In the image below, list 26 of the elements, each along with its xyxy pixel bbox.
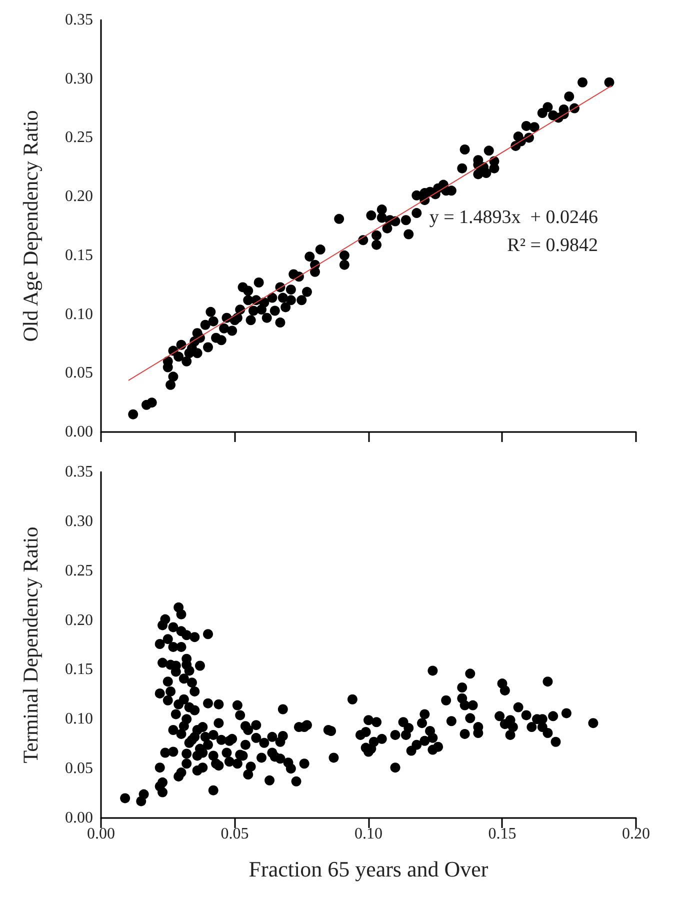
y-tick-label: 0.30 <box>65 70 93 88</box>
y-axis-title: Terminal Dependency Ratio <box>18 526 42 764</box>
y-tick-label: 0.00 <box>65 810 93 826</box>
y-tick-label: 0.30 <box>65 512 93 530</box>
y-tick-label: 0.00 <box>65 424 93 440</box>
y-tick-label: 0.35 <box>65 12 93 28</box>
y-tick-label: 0.05 <box>65 760 93 778</box>
y-tick-label: 0.10 <box>65 710 93 728</box>
y-tick-label: 0.10 <box>65 306 93 323</box>
y-tick-label: 0.05 <box>65 364 93 382</box>
x-tick-label: 0.05 <box>220 826 249 842</box>
annotation: y = 1.4893x + 0.0246 <box>429 207 598 228</box>
x-axis-title: Fraction 65 years and Over <box>248 856 489 882</box>
y-tick-label: 0.20 <box>65 612 93 629</box>
y-axis-title: Old Age Dependency Ratio <box>18 110 42 342</box>
annotation: R² = 0.9842 <box>507 235 598 256</box>
y-tick-label: 0.15 <box>65 661 93 678</box>
x-tick-label: 0.00 <box>87 826 115 842</box>
y-tick-label: 0.20 <box>65 188 93 206</box>
x-tick-label: 0.10 <box>354 826 382 842</box>
y-tick-label: 0.15 <box>65 246 93 264</box>
y-tick-label: 0.25 <box>65 129 93 146</box>
y-tick-label: 0.35 <box>65 464 93 480</box>
x-tick-label: 0.20 <box>622 826 650 842</box>
x-tick-label: 0.15 <box>488 826 516 842</box>
y-tick-label: 0.25 <box>65 562 93 580</box>
